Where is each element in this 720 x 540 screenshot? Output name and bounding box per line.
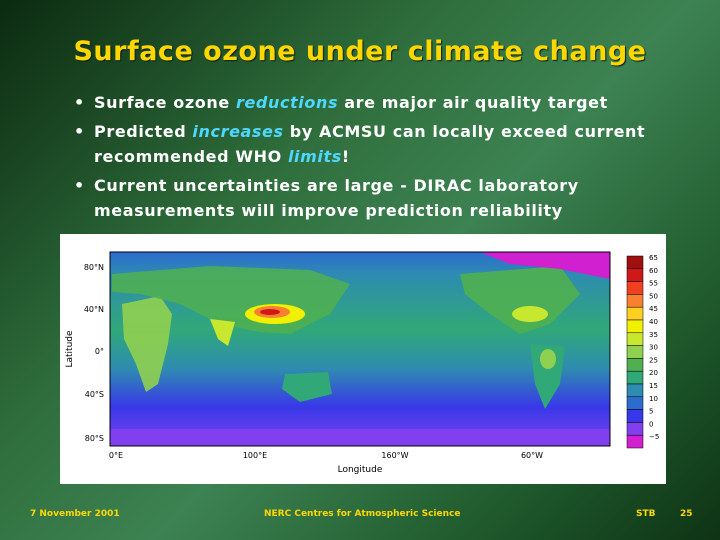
bullet-text: Current uncertainties are large - DIRAC … bbox=[94, 176, 579, 220]
footer-date: 7 November 2001 bbox=[30, 509, 120, 519]
x-tick-label: 100°E bbox=[243, 451, 267, 460]
colorbar-label: 0 bbox=[649, 420, 653, 428]
colorbar-swatch bbox=[626, 434, 644, 449]
colorbar-label: 35 bbox=[649, 331, 658, 339]
x-tick-label: 0°E bbox=[109, 451, 123, 460]
bullet-item: • Current uncertainties are large - DIRAC… bbox=[72, 173, 692, 223]
bullet-text: Predicted increases by ACMSU can locally… bbox=[94, 122, 645, 166]
colorbar-label: 30 bbox=[649, 344, 658, 352]
colorbar-swatch bbox=[626, 306, 644, 321]
colorbar-label: 15 bbox=[649, 382, 658, 390]
colorbar-swatch bbox=[626, 396, 644, 410]
colorbar-label: 50 bbox=[649, 292, 658, 300]
colorbar-label: 10 bbox=[649, 395, 658, 403]
colorbar-swatch bbox=[626, 255, 644, 270]
colorbar-swatch bbox=[626, 370, 644, 385]
bullet-text-run: are major air quality target bbox=[338, 93, 608, 112]
colorbar-label: 5 bbox=[649, 408, 653, 416]
x-axis-label: Longitude bbox=[338, 465, 383, 475]
colorbar-swatch bbox=[626, 383, 644, 398]
colorbar-swatch bbox=[626, 358, 644, 372]
x-tick-label: 60°W bbox=[521, 451, 543, 460]
bullet-item: • Surface ozone reductions are major air … bbox=[72, 90, 692, 115]
bullet-dot-icon: • bbox=[74, 93, 85, 112]
colorbar-label: −5 bbox=[649, 433, 659, 441]
colorbar-label: 65 bbox=[649, 254, 658, 262]
bullet-dot-icon: • bbox=[74, 122, 85, 141]
bullet-item: • Predicted increases by ACMSU can locall… bbox=[72, 119, 692, 169]
ozone-map-figure: 80°N 40°N 0° 40°S 80°S 0°E 100°E 160°W 6… bbox=[60, 234, 666, 484]
bullet-list: • Surface ozone reductions are major air … bbox=[72, 90, 692, 227]
y-tick-label: 40°N bbox=[84, 305, 104, 314]
colorbar-label: 20 bbox=[649, 369, 658, 377]
colorbar-label: 25 bbox=[649, 356, 658, 364]
bullet-text-run: Surface ozone bbox=[94, 93, 236, 112]
bullet-dot-icon: • bbox=[74, 176, 85, 195]
y-tick-label: 80°N bbox=[84, 263, 104, 272]
y-tick-label: 40°S bbox=[85, 390, 104, 399]
page-number: 25 bbox=[680, 509, 693, 519]
colorbar-swatch bbox=[626, 345, 644, 359]
colorbar-swatch bbox=[626, 281, 644, 295]
ozone-map-svg: 80°N 40°N 0° 40°S 80°S 0°E 100°E 160°W 6… bbox=[65, 251, 659, 475]
highlight-text: increases bbox=[192, 122, 284, 141]
x-tick-label: 160°W bbox=[381, 451, 408, 460]
colorbar-label: 45 bbox=[649, 305, 658, 313]
colorbar-label: 60 bbox=[649, 267, 658, 275]
colorbar-swatch bbox=[626, 332, 644, 346]
colorbar-swatch bbox=[626, 268, 644, 282]
colorbar-label: 55 bbox=[649, 280, 658, 288]
footer-org: NERC Centres for Atmospheric Science bbox=[264, 509, 461, 519]
colorbar-swatch bbox=[626, 319, 644, 334]
bullet-text-run: Predicted bbox=[94, 122, 193, 141]
ozone-field bbox=[110, 252, 610, 446]
colorbar-swatch bbox=[626, 409, 644, 423]
highlight-text: reductions bbox=[235, 93, 339, 112]
bullet-text-run: by ACMSU can locally exceed current reco… bbox=[94, 122, 646, 166]
bullet-text-run: Current uncertainties are large - DIRAC … bbox=[94, 176, 579, 220]
slide-title: Surface ozone under climate change bbox=[73, 36, 647, 67]
colorbar-label: 40 bbox=[649, 318, 658, 326]
colorbar-swatch bbox=[626, 294, 644, 308]
highlight-text: limits bbox=[287, 147, 342, 166]
y-axis-label: Latitude bbox=[65, 330, 75, 368]
colorbar-swatch bbox=[626, 422, 644, 436]
bullet-text-run: ! bbox=[341, 147, 350, 166]
bullet-text: Surface ozone reductions are major air q… bbox=[94, 93, 608, 112]
y-tick-label: 0° bbox=[95, 347, 104, 356]
y-tick-label: 80°S bbox=[85, 434, 104, 443]
footer-author: STB bbox=[636, 509, 656, 519]
